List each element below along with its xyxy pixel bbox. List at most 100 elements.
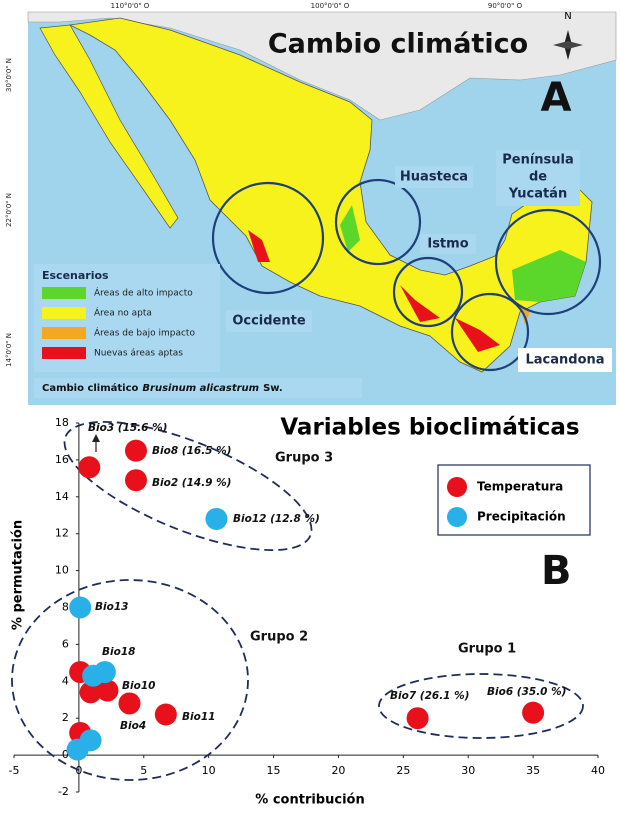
point (79, 681, 102, 704)
point (205, 507, 228, 530)
map-title: Cambio climático (268, 29, 528, 60)
region-circle (392, 256, 464, 328)
x-tick-label: 30 (461, 764, 475, 777)
legend-marker (447, 477, 467, 497)
legend: Áreas de alto impacto Área no apta Áreas d… (42, 287, 195, 359)
point-label: Bio7 (26.1 %) (390, 690, 469, 702)
y-tick-label: 12 (55, 527, 69, 540)
high-impact-area (340, 205, 360, 252)
point (96, 679, 119, 702)
legend-marker (447, 507, 467, 527)
legend-label: Áreas de alto impacto (94, 287, 193, 299)
x-tick-label: 15 (267, 764, 281, 777)
region-circle (334, 178, 422, 266)
point-label: Bio3 (15.6 %) (88, 422, 167, 434)
point-label: Bio12 (12.8 %) (233, 513, 320, 525)
annotation: Grupo 3 (275, 451, 333, 466)
annotation: Grupo 2 (250, 630, 308, 645)
point (124, 469, 147, 492)
footer-species: Brusinum alicastrum (142, 383, 259, 394)
footer-author: Sw. (263, 383, 283, 394)
x-tick-label: 35 (526, 764, 540, 777)
region-label: Occidente (232, 314, 306, 329)
footer-box (34, 378, 362, 398)
lat-label: 14°0'0" N (5, 333, 13, 367)
point-label: Bio13 (95, 601, 128, 613)
point (406, 707, 429, 730)
y-tick-label: -2 (58, 785, 69, 798)
x-tick-label: 5 (140, 764, 147, 777)
x-tick-label: 25 (396, 764, 410, 777)
chart-title: Variables bioclimáticas (280, 415, 579, 441)
point (154, 703, 177, 726)
lat-label: 30°0'0" N (5, 58, 13, 92)
compass: N (553, 11, 583, 60)
y-axis-label: % permutación (11, 520, 26, 630)
point-label: Bio18 (102, 646, 135, 658)
region-label: Yucatán (508, 187, 567, 202)
x-tick-label: -5 (9, 764, 20, 777)
lon-label: 90°0'0" O (488, 2, 523, 10)
point-label: Bio6 (35.0 %) (487, 686, 566, 698)
point (522, 701, 545, 724)
x-axis-label: % contribución (255, 793, 364, 808)
x-tick-label: 10 (202, 764, 216, 777)
y-tick-label: 4 (62, 674, 69, 687)
lat-label: 22°0'0" N (5, 193, 13, 227)
region-circle (211, 181, 325, 295)
region-label: Istmo (427, 237, 468, 252)
y-tick-label: 8 (62, 601, 69, 614)
region-box (226, 310, 312, 332)
legend-swatch (42, 327, 86, 339)
region-label: Península (502, 153, 574, 168)
legend-label: Áreas de bajo impacto (94, 327, 195, 339)
legend-swatch (42, 287, 86, 299)
x-tick-label: 40 (591, 764, 605, 777)
region-circle (494, 208, 602, 316)
y-tick-label: 0 (62, 748, 69, 761)
legend-title: Escenarios (42, 269, 109, 282)
point (78, 456, 101, 479)
y-tick-label: 18 (55, 416, 69, 429)
y-tick-label: 14 (55, 490, 69, 503)
group-ellipse (63, 420, 313, 552)
usa-land (27, 11, 617, 121)
region-label: Lacandona (525, 353, 604, 368)
point-label: Bio2 (14.9 %) (152, 477, 231, 489)
legend-label: Nuevas áreas aptas (94, 349, 183, 359)
region-circle (450, 292, 530, 372)
annotation: Grupo 1 (458, 642, 516, 657)
scatter-panel: -5 0 5 10 15 20 25 30 35 40 -2 0 2 4 6 8 10 12 14 16 18 Varia… (9, 415, 605, 808)
north-label: N (564, 11, 571, 22)
map-panel: 110°0'0" O 100°0'0" O 90°0'0" O 30°0'0" … (5, 2, 617, 405)
baja-california (39, 24, 179, 229)
point (118, 692, 141, 715)
group-ellipse (378, 673, 584, 739)
lon-label: 100°0'0" O (311, 2, 350, 10)
point (66, 738, 89, 761)
point-label: Bio4 (120, 720, 146, 732)
group-ellipse (11, 579, 249, 781)
footer-lead: Cambio climático (42, 382, 139, 394)
y-tick-label: 10 (55, 564, 69, 577)
y-tick-label: 16 (55, 453, 69, 466)
point-label: Bio11 (182, 711, 215, 723)
annotation: B (541, 548, 572, 594)
point (69, 596, 92, 619)
region-box (496, 150, 580, 206)
x-tick-label: 20 (331, 764, 345, 777)
y-tick-label: 6 (62, 637, 69, 650)
panel-label: A (541, 75, 572, 121)
legend-swatch (42, 307, 86, 319)
region-box (518, 348, 612, 372)
point-label: Bio10 (122, 680, 155, 692)
lon-label: 110°0'0" O (111, 2, 150, 10)
legend-label: Precipitación (477, 510, 566, 524)
point (124, 439, 147, 462)
x-tick-label: 0 (75, 764, 82, 777)
point-label: Bio8 (16.5 %) (152, 445, 231, 457)
region-label: de (529, 170, 547, 185)
legend-swatch (42, 347, 86, 359)
arrow-head (92, 434, 100, 442)
